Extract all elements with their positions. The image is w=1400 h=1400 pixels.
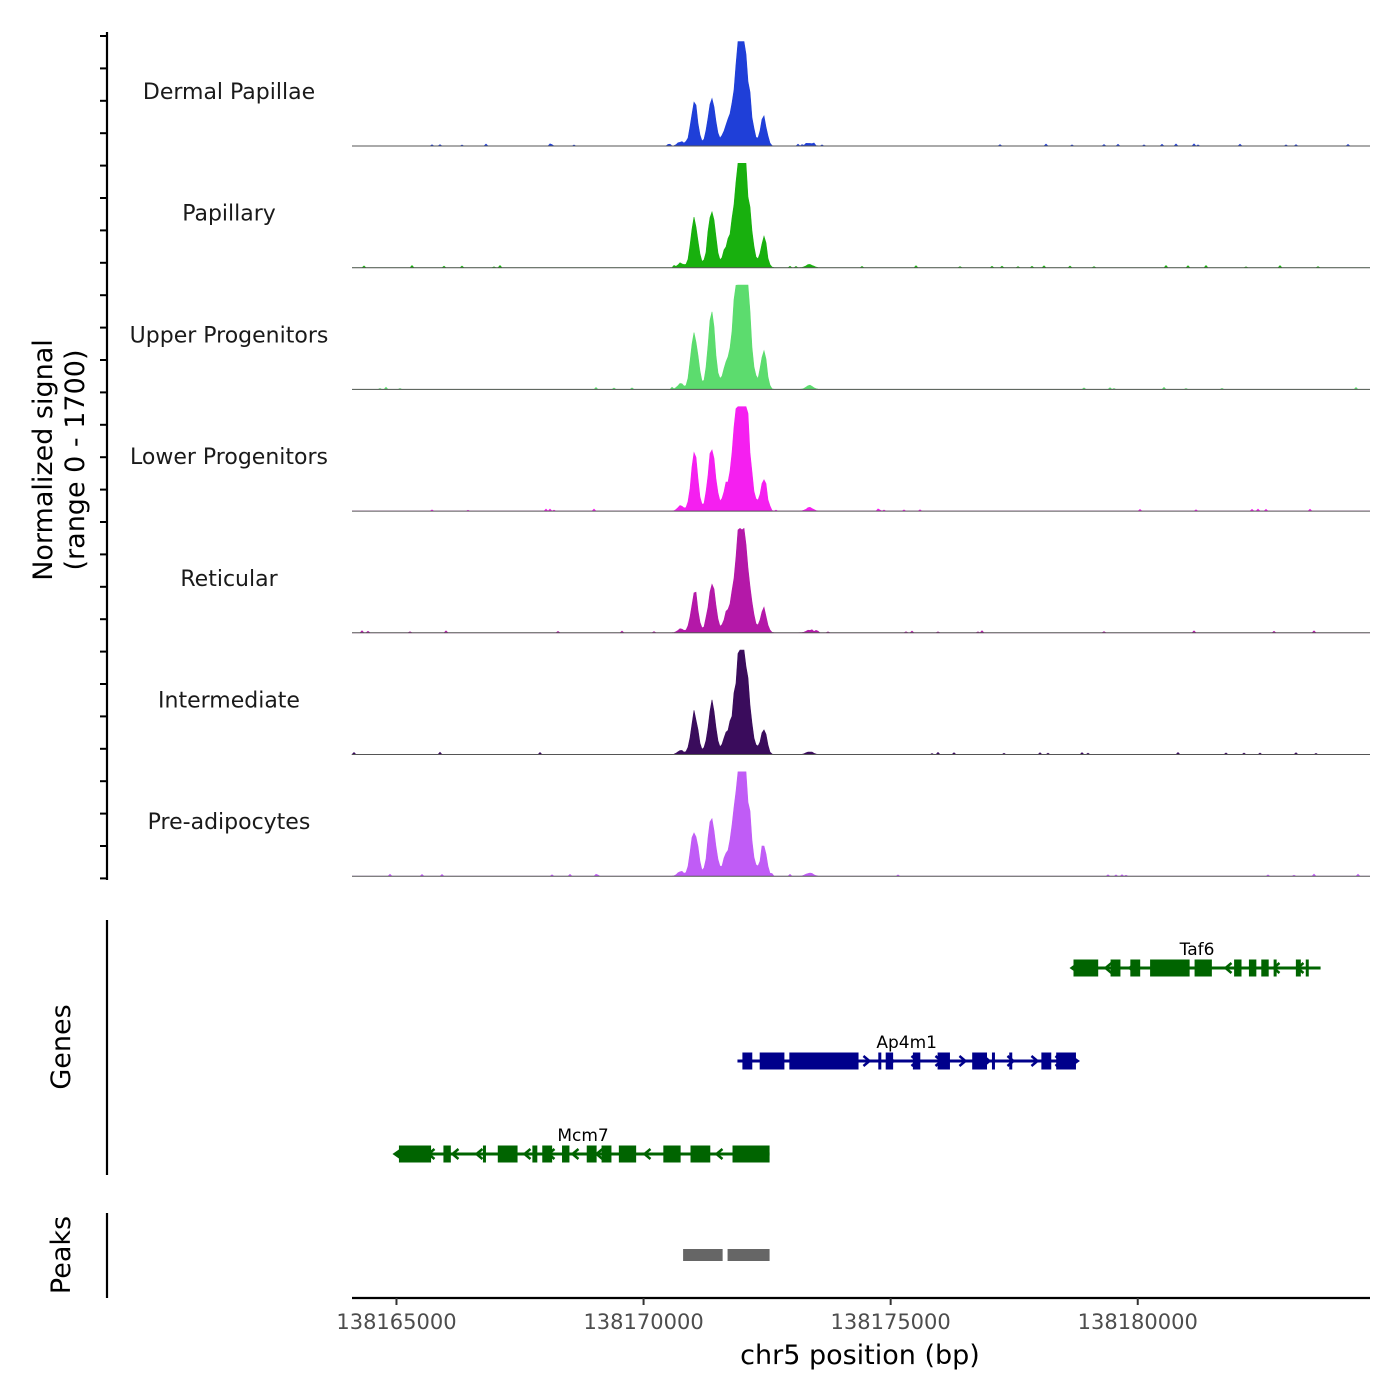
x-tick-label: 138180000 xyxy=(1078,1310,1198,1334)
coverage-area xyxy=(352,284,1370,390)
gene-exon xyxy=(1041,1052,1052,1070)
coverage-track: Lower Progenitors xyxy=(130,406,1370,512)
gene-exon xyxy=(1130,959,1141,977)
gene-exon xyxy=(878,1052,882,1070)
gene-exon xyxy=(1073,959,1099,977)
coverage-area xyxy=(351,649,1370,755)
gene-exon xyxy=(1261,959,1269,977)
peak-region xyxy=(727,1249,770,1261)
coverage-area xyxy=(352,41,1370,147)
coverage-area xyxy=(352,406,1370,512)
gene-label: Mcm7 xyxy=(557,1126,608,1146)
y-axis-title-line1: Normalized signal xyxy=(28,339,59,581)
gene-exon xyxy=(1248,959,1257,977)
gene-exon xyxy=(532,1145,538,1163)
gene-exon xyxy=(1056,1052,1076,1070)
gene-exon xyxy=(742,1052,753,1070)
strand-arrow xyxy=(1223,962,1233,974)
gene-exon xyxy=(1295,959,1301,977)
x-tick-label: 138165000 xyxy=(336,1310,456,1334)
coverage-track: Upper Progenitors xyxy=(130,284,1370,390)
coverage-area xyxy=(352,163,1370,269)
coverage-track: Intermediate xyxy=(158,649,1370,755)
gene-mcm7: Mcm7 xyxy=(392,1126,770,1163)
track-label: Intermediate xyxy=(158,689,300,714)
coverage-track: Papillary xyxy=(182,163,1370,269)
x-axis-title: chr5 position (bp) xyxy=(740,1340,980,1371)
coverage-area xyxy=(352,527,1370,634)
gene-exon xyxy=(912,1052,921,1070)
gene-exon xyxy=(663,1145,681,1163)
gene-exon xyxy=(732,1145,770,1163)
gene-exon xyxy=(398,1145,432,1163)
genes-panel-title: Genes xyxy=(46,1004,77,1089)
gene-exon xyxy=(789,1052,859,1070)
gene-label: Ap4m1 xyxy=(876,1033,937,1053)
strand-arrow xyxy=(1103,962,1113,974)
gene-exon xyxy=(482,1145,486,1163)
peak-regions xyxy=(683,1249,770,1261)
gene-exon xyxy=(1110,959,1121,977)
coverage-y-axis-ticks xyxy=(100,35,107,880)
gene-exon xyxy=(972,1052,988,1070)
gene-exon xyxy=(618,1145,637,1163)
strand-arrow xyxy=(714,1148,724,1160)
gene-exon xyxy=(443,1145,451,1163)
coverage-track: Reticular xyxy=(180,527,1370,634)
gene-annotations: Taf6 Ap4m1 Mcm7 xyxy=(392,940,1321,1163)
coverage-track: Pre-adipocytes xyxy=(148,771,1370,877)
gene-exon xyxy=(601,1145,612,1163)
gene-exon xyxy=(937,1052,950,1070)
strand-arrow xyxy=(642,1148,652,1160)
gene-exon xyxy=(1009,1052,1013,1070)
track-label: Lower Progenitors xyxy=(130,445,328,470)
track-label: Dermal Papillae xyxy=(143,80,315,105)
gene-taf6: Taf6 xyxy=(1069,940,1321,977)
x-tick-label: 138175000 xyxy=(831,1310,951,1334)
gene-exon xyxy=(759,1052,785,1070)
track-label: Papillary xyxy=(182,202,276,227)
coverage-track: Dermal Papillae xyxy=(143,41,1370,147)
gene-exon xyxy=(542,1145,553,1163)
strand-arrow xyxy=(1030,1055,1040,1067)
gene-exon xyxy=(586,1145,597,1163)
gene-exon xyxy=(991,1052,995,1070)
x-axis-ticks: 138165000 138170000 138175000 138180000 xyxy=(336,1298,1198,1334)
strand-arrow xyxy=(570,1148,580,1160)
strand-arrow xyxy=(450,1148,460,1160)
gene-exon xyxy=(690,1145,711,1163)
strand-arrow xyxy=(522,1148,532,1160)
track-label: Reticular xyxy=(180,567,278,592)
y-axis-title-line2: (range 0 - 1700) xyxy=(60,350,91,571)
gene-exon xyxy=(1273,959,1277,977)
strand-arrow xyxy=(862,1055,872,1067)
track-label: Pre-adipocytes xyxy=(148,810,311,835)
coverage-tracks: Dermal Papillae Papillary Upper Progenitor… xyxy=(130,41,1370,877)
gene-exon xyxy=(1305,959,1309,977)
gene-ap4m1: Ap4m1 xyxy=(737,1033,1080,1070)
gene-exon xyxy=(562,1145,570,1163)
gene-label: Taf6 xyxy=(1179,940,1215,960)
gene-exon xyxy=(1194,959,1212,977)
gene-exon xyxy=(1234,959,1242,977)
strand-arrow xyxy=(474,1148,484,1160)
track-label: Upper Progenitors xyxy=(130,323,329,348)
strand-arrow xyxy=(958,1055,968,1067)
gene-exon xyxy=(1150,959,1190,977)
strand-arrow xyxy=(1271,962,1281,974)
gene-exon xyxy=(885,1052,894,1070)
peak-region xyxy=(683,1249,723,1261)
gene-exon xyxy=(497,1145,518,1163)
x-tick-label: 138170000 xyxy=(583,1310,703,1334)
coverage-area xyxy=(352,771,1370,877)
peaks-panel-title: Peaks xyxy=(46,1216,77,1294)
